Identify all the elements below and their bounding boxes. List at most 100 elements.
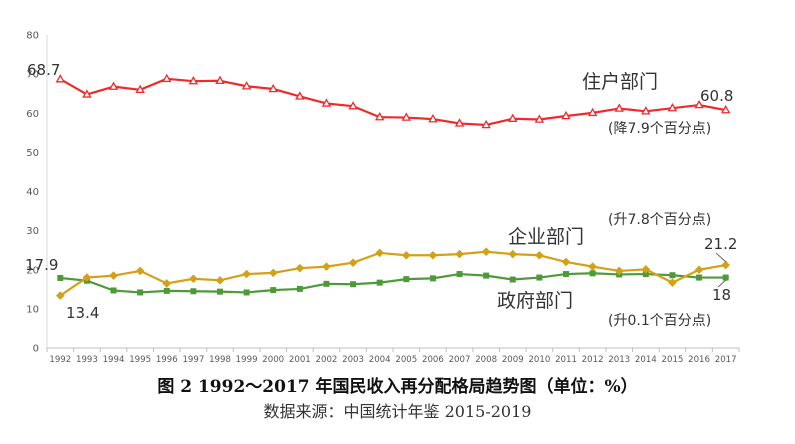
x-tick-label: 2005: [395, 355, 417, 365]
x-tick-label: 2009: [502, 355, 524, 365]
data-point-household: [694, 99, 704, 109]
x-tick-label: 2016: [688, 355, 710, 365]
data-point-household: [534, 114, 545, 123]
data-point-government: [536, 274, 543, 281]
data-point-enterprise: [614, 266, 624, 276]
series-label-enterprise: 企业部门: [508, 226, 584, 248]
annotation-enterprise-change: (升7.8个百分点): [608, 212, 711, 228]
data-point-government: [509, 276, 516, 283]
data-point-government: [296, 285, 303, 292]
data-point-enterprise: [641, 265, 651, 274]
y-tick-label: 60: [26, 109, 39, 120]
x-tick-label: 2004: [369, 355, 391, 365]
y-tick-label: 0: [33, 344, 39, 355]
data-point-household: [454, 118, 465, 127]
data-point-government: [456, 271, 463, 278]
data-point-enterprise: [455, 249, 464, 259]
data-point-government: [669, 272, 676, 279]
data-point-household: [667, 103, 678, 112]
data-point-government: [350, 281, 357, 288]
data-point-household: [295, 91, 305, 100]
data-point-household: [481, 119, 491, 129]
data-point-government: [323, 280, 330, 287]
data-point-household: [561, 110, 571, 120]
data-point-household: [162, 73, 172, 83]
data-point-household: [108, 81, 119, 90]
data-point-enterprise: [322, 262, 331, 271]
data-point-government: [243, 289, 250, 296]
data-point-government: [429, 275, 436, 282]
annotation-enterprise-start: 13.4: [66, 304, 99, 322]
y-tick-label: 80: [26, 31, 39, 42]
data-point-enterprise: [242, 269, 251, 279]
data-point-enterprise: [535, 250, 544, 260]
annotation-household-change: (降7.9个百分点): [608, 121, 711, 137]
data-point-enterprise: [721, 260, 730, 270]
chart-axes: 0 10 20 30 40 50 60 70 80 1992 1993 1994 1995 1996 199…: [26, 31, 740, 365]
x-tick-label: 2012: [582, 355, 604, 365]
x-tick-label: 2017: [715, 355, 737, 365]
data-point-enterprise: [588, 262, 597, 271]
x-tick-label: 2015: [662, 355, 684, 365]
data-point-household: [641, 106, 651, 115]
x-tick-label: 2013: [608, 355, 630, 365]
data-point-enterprise: [189, 274, 198, 284]
data-point-enterprise: [215, 276, 225, 285]
x-tick-label: 2008: [475, 355, 497, 365]
data-point-government: [563, 271, 569, 278]
x-tick-label: 1992: [49, 355, 71, 365]
annotation-government-end: 18: [712, 286, 731, 304]
series-label-household: 住户部门: [582, 71, 658, 93]
x-tick-label: 2010: [528, 355, 550, 365]
data-point-government: [163, 287, 170, 294]
data-point-government: [137, 289, 144, 296]
annotation-government-start: 17.9: [25, 256, 58, 274]
x-tick-label: 2014: [635, 355, 657, 365]
y-tick-label: 20: [26, 265, 39, 276]
y-tick-label: 50: [26, 148, 39, 159]
annotation-enterprise-end: 21.2: [704, 235, 737, 253]
data-point-household: [401, 112, 412, 121]
data-point-government: [190, 288, 197, 295]
data-point-household: [55, 74, 66, 83]
x-tick-label: 1996: [156, 355, 178, 365]
data-point-government: [110, 287, 117, 294]
annotation-household-end: 60.8: [700, 87, 733, 105]
x-tick-label: 1998: [209, 355, 231, 365]
annotation-household-start: 68.7: [27, 61, 60, 79]
line-chart: 0 10 20 30 40 50 60 70 80 1992 1993 1994 1995 1996 199…: [25, 31, 740, 365]
data-point-enterprise: [162, 279, 172, 288]
data-point-enterprise: [668, 278, 677, 287]
data-point-government: [696, 274, 703, 281]
data-point-household: [508, 113, 518, 122]
chart-series: [55, 73, 731, 300]
series-line-enterprise: [59, 250, 726, 297]
series-line-household: [59, 77, 726, 127]
data-point-household: [614, 103, 624, 112]
data-point-enterprise: [402, 250, 411, 260]
data-point-household: [241, 81, 252, 90]
data-point-enterprise: [268, 268, 278, 278]
y-tick-label: 70: [26, 70, 39, 81]
data-point-enterprise: [109, 271, 118, 280]
data-point-government: [270, 287, 277, 294]
data-point-enterprise: [694, 265, 704, 275]
data-point-household: [321, 98, 332, 107]
x-tick-label: 2003: [342, 355, 364, 365]
x-tick-label: 2002: [316, 355, 338, 365]
x-tick-label: 2006: [422, 355, 444, 365]
data-point-enterprise: [481, 247, 491, 257]
data-point-government: [589, 270, 596, 277]
data-point-enterprise: [348, 258, 358, 268]
series-label-government: 政府部门: [497, 290, 573, 312]
data-point-enterprise: [295, 263, 305, 273]
data-point-enterprise: [428, 250, 438, 260]
data-point-household: [268, 83, 278, 93]
data-point-household: [428, 113, 438, 123]
data-point-household: [374, 112, 385, 121]
data-point-household: [215, 75, 225, 85]
annotation-leader-enterprise: [715, 252, 727, 263]
data-point-government: [57, 274, 64, 281]
y-tick-label: 30: [26, 226, 39, 237]
data-point-government: [483, 272, 490, 279]
